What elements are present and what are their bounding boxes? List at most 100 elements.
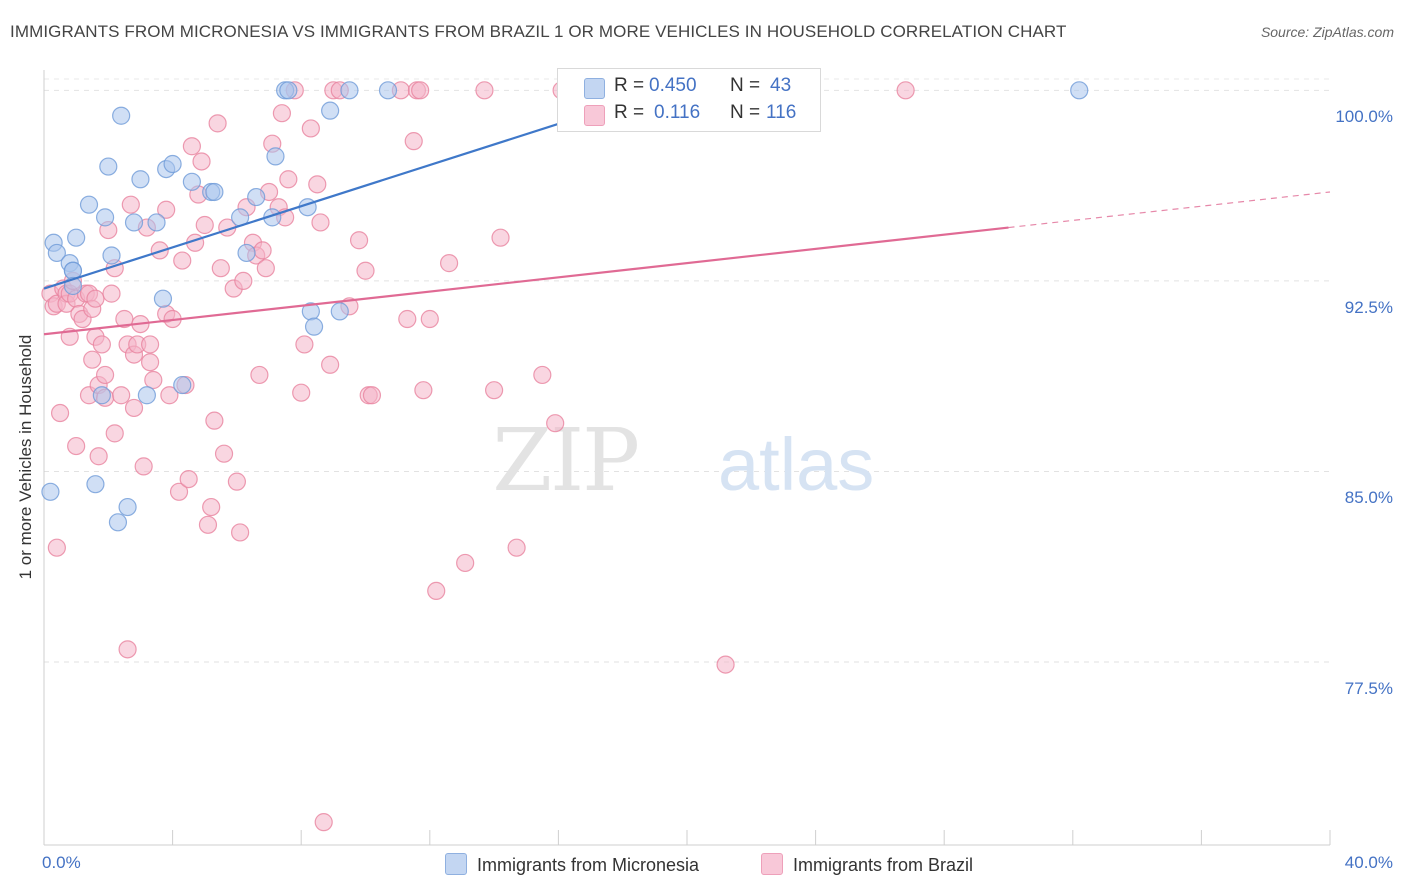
brazil-point (272, 104, 292, 123)
brazil-point (349, 231, 369, 250)
micronesia-point (205, 182, 224, 202)
micronesia-point (237, 243, 256, 263)
watermark-zip: ZIP (492, 411, 638, 511)
gridlines (44, 78, 1330, 663)
micronesia-point (330, 302, 349, 321)
brazil-point (420, 309, 439, 329)
micronesia-point (86, 475, 105, 494)
brazil-point (896, 81, 915, 100)
brazil-point (124, 398, 144, 418)
brazil-point (144, 370, 163, 390)
chart-title: IMMIGRANTS FROM MICRONESIA VS IMMIGRANTS… (10, 22, 1067, 41)
brazil-point (182, 137, 201, 156)
source-credit: Source: ZipAtlas.com (1260, 24, 1394, 40)
micronesia-point (266, 147, 285, 166)
y-tick-label: 85.0% (1344, 488, 1393, 508)
legend-item-micronesia: Immigrants from Micronesia (445, 853, 699, 876)
micronesia-point (79, 195, 99, 214)
brazil-point (314, 813, 333, 832)
micronesia-point (1070, 81, 1089, 100)
micronesia-points (41, 81, 1089, 532)
brazil-point (160, 386, 179, 405)
micronesia-point (153, 289, 173, 308)
brazil-point (414, 381, 433, 400)
brazil-point (115, 309, 134, 329)
brazil-point (202, 497, 221, 517)
brazil-point (86, 289, 105, 308)
brazil-point (311, 213, 330, 232)
brazil-point (83, 350, 102, 369)
brazil-point (214, 444, 234, 463)
brazil-point (308, 175, 327, 194)
watermark-atlas: atlas (718, 423, 874, 506)
micronesia-point (124, 213, 144, 232)
micronesia-point (378, 81, 398, 100)
brazil-point (716, 655, 735, 674)
brazil-point (92, 335, 111, 354)
micronesia-point (147, 213, 166, 232)
micronesia-point (131, 170, 150, 189)
brazil-trend-line (43, 226, 1009, 336)
brazil-point (234, 271, 253, 291)
brazil-point (485, 381, 504, 400)
brazil-point (47, 538, 66, 557)
micronesia-point (47, 243, 66, 263)
brazil-point (198, 515, 218, 534)
brazil-point (404, 132, 423, 151)
brazil-point (118, 640, 137, 659)
micronesia-point (41, 482, 60, 501)
brazil-point (195, 215, 214, 235)
brazil-point (321, 355, 340, 374)
brazil-point (192, 152, 211, 171)
brazil-trend-extension (1008, 191, 1331, 229)
legend-swatch-micronesia (445, 853, 467, 875)
brazil-point (102, 284, 121, 303)
watermark: ZIP atlas (492, 411, 874, 511)
brazil-point (253, 241, 272, 260)
micronesia-point (247, 187, 266, 207)
y-tick-label: 100.0% (1335, 107, 1393, 127)
brazil-point (208, 114, 227, 133)
micronesia-point (173, 375, 192, 395)
brazil-point (475, 81, 494, 100)
x-tick-min: 0.0% (42, 853, 81, 872)
y-tick-label: 92.5% (1344, 297, 1393, 317)
micronesia-point (95, 208, 115, 227)
legend-n-label: N = (730, 75, 761, 96)
micronesia-point (137, 386, 156, 405)
brazil-point (134, 457, 153, 476)
brazil-point (362, 386, 382, 405)
micronesia-point (340, 81, 359, 100)
brazil-point (292, 383, 311, 402)
legend-label-micronesia: Immigrants from Micronesia (477, 855, 700, 875)
micronesia-point (304, 317, 324, 336)
brazil-point (211, 259, 230, 278)
micronesia-point (67, 228, 86, 247)
stats-legend: R = 0.450 N = 43 R = 0.116 N = 116 (557, 68, 821, 132)
micronesia-point (92, 386, 111, 405)
brazil-point (157, 200, 176, 219)
micronesia-point (321, 101, 340, 120)
micronesia-point (108, 513, 128, 532)
legend-r-label: R = (614, 102, 645, 123)
micronesia-point (112, 106, 131, 125)
x-tick-max: 40.0% (1344, 853, 1393, 872)
brazil-points (41, 81, 915, 832)
legend-label-brazil: Immigrants from Brazil (793, 855, 974, 875)
brazil-point (231, 523, 250, 542)
brazil-point (67, 436, 86, 456)
brazil-point (89, 447, 108, 466)
brazil-point (411, 81, 430, 100)
axes (43, 70, 1331, 846)
legend-swatch-brazil (584, 105, 605, 126)
brazil-point (112, 386, 131, 405)
brazil-point (491, 228, 510, 247)
brazil-point (256, 259, 275, 278)
brazil-point (140, 353, 160, 372)
micronesia-point (279, 81, 298, 100)
legend-n-label: N = (730, 102, 761, 123)
brazil-point (169, 482, 189, 501)
legend-item-brazil: Immigrants from Brazil (761, 853, 973, 876)
legend-swatch-micronesia (584, 78, 605, 99)
